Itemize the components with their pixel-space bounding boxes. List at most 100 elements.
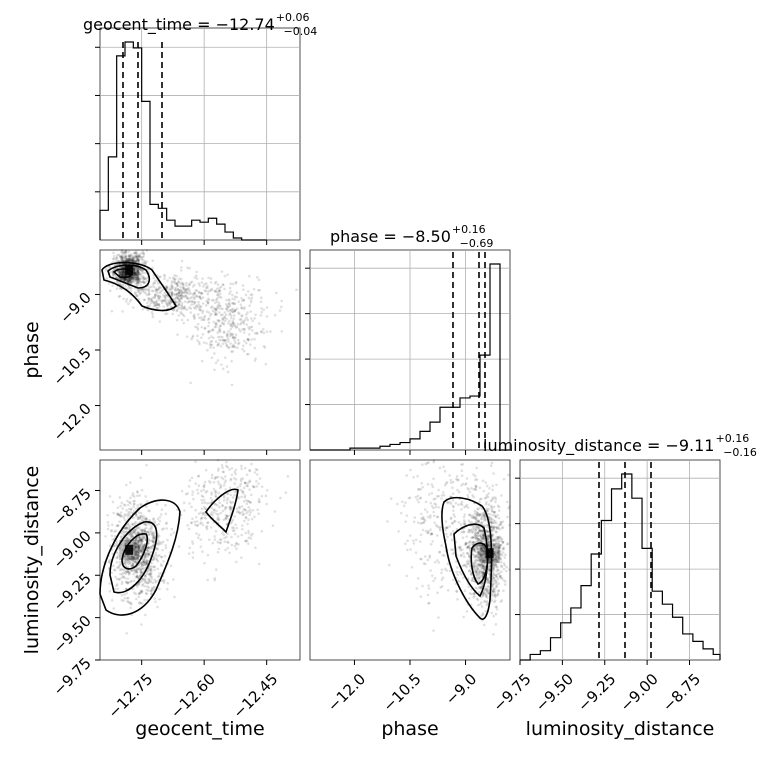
scatter-geocent-time-vs-phase-point: [136, 258, 140, 261]
scatter-phase-vs-luminosity-distance-point: [430, 532, 433, 535]
scatter-phase-vs-luminosity-distance-point: [492, 587, 496, 591]
scatter-phase-vs-luminosity-distance-point: [433, 560, 437, 564]
scatter-geocent-time-vs-phase-point: [135, 277, 138, 281]
scatter-phase-vs-luminosity-distance-point: [470, 541, 474, 545]
scatter-geocent-time-vs-phase-point: [116, 276, 119, 279]
scatter-geocent-time-vs-luminosity-distance-point: [113, 530, 116, 533]
scatter-phase-vs-luminosity-distance-point: [479, 534, 483, 538]
scatter-geocent-time-vs-phase-point: [223, 316, 227, 320]
scatter-phase-vs-luminosity-distance-point: [405, 514, 409, 517]
scatter-geocent-time-vs-luminosity-distance-point: [120, 580, 124, 584]
scatter-phase-vs-luminosity-distance-point: [494, 585, 498, 589]
panel-hist-luminosity-distance: [519, 459, 721, 661]
scatter-geocent-time-vs-luminosity-distance-point: [110, 534, 114, 537]
scatter-geocent-time-vs-luminosity-distance-point: [145, 531, 149, 534]
scatter-geocent-time-vs-luminosity-distance-point: [107, 559, 111, 563]
scatter-geocent-time-vs-luminosity-distance-point: [158, 540, 162, 544]
scatter-geocent-time-vs-phase-point: [125, 258, 129, 261]
scatter-geocent-time-vs-phase-point: [217, 343, 220, 346]
scatter-geocent-time-vs-phase-point: [136, 280, 140, 284]
scatter-geocent-time-vs-luminosity-distance-point: [152, 585, 156, 588]
scatter-geocent-time-vs-phase-point: [201, 311, 204, 315]
scatter-phase-vs-luminosity-distance-point: [465, 503, 469, 507]
scatter-geocent-time-vs-luminosity-distance-point: [133, 570, 136, 574]
scatter-phase-vs-luminosity-distance-point: [427, 602, 430, 605]
scatter-geocent-time-vs-luminosity-distance-point: [138, 516, 141, 520]
scatter-geocent-time-vs-phase-point: [157, 287, 161, 291]
scatter-phase-vs-luminosity-distance-point: [457, 520, 460, 524]
scatter-phase-vs-luminosity-distance-point: [474, 586, 478, 590]
scatter-geocent-time-vs-luminosity-distance-point: [135, 569, 138, 572]
scatter-phase-vs-luminosity-distance-point: [474, 526, 478, 530]
scatter-geocent-time-vs-phase-point: [259, 300, 263, 304]
scatter-geocent-time-vs-luminosity-distance-point: [113, 569, 117, 572]
scatter-geocent-time-vs-luminosity-distance-point: [122, 530, 126, 533]
scatter-phase-vs-luminosity-distance-point: [492, 582, 495, 586]
scatter-phase-vs-luminosity-distance-point: [420, 557, 423, 561]
scatter-phase-vs-luminosity-distance-point: [474, 474, 477, 478]
scatter-geocent-time-vs-phase-point: [177, 314, 181, 317]
scatter-phase-vs-luminosity-distance-point: [481, 573, 484, 577]
scatter-geocent-time-vs-luminosity-distance-point: [233, 493, 236, 497]
scatter-geocent-time-vs-phase-point: [193, 301, 197, 304]
scatter-geocent-time-vs-luminosity-distance-point: [199, 511, 203, 514]
scatter-phase-vs-luminosity-distance-point: [441, 491, 445, 494]
scatter-geocent-time-vs-phase-point: [135, 273, 138, 277]
scatter-phase-vs-luminosity-distance-point: [456, 488, 459, 492]
scatter-geocent-time-vs-phase-point: [176, 284, 180, 287]
scatter-geocent-time-vs-phase-point: [122, 270, 126, 273]
scatter-phase-vs-luminosity-distance-point: [481, 520, 484, 524]
scatter-geocent-time-vs-phase-point: [219, 285, 223, 289]
scatter-geocent-time-vs-luminosity-distance-point: [144, 561, 148, 564]
scatter-phase-vs-luminosity-distance-point: [466, 530, 470, 534]
scatter-geocent-time-vs-luminosity-distance-point: [253, 515, 256, 519]
scatter-geocent-time-vs-luminosity-distance-point: [111, 538, 114, 541]
scatter-geocent-time-vs-luminosity-distance-point: [244, 515, 248, 519]
scatter-geocent-time-vs-phase-point: [242, 349, 246, 353]
scatter-geocent-time-vs-luminosity-distance-point: [126, 581, 130, 585]
scatter-phase-vs-luminosity-distance-point: [471, 576, 474, 580]
scatter-geocent-time-vs-phase-point: [162, 299, 166, 303]
scatter-geocent-time-vs-phase-point: [229, 290, 232, 293]
luminosity-distance-xticklabel-0: −9.75: [490, 670, 535, 715]
scatter-geocent-time-vs-phase-point: [229, 322, 233, 326]
scatter-geocent-time-vs-luminosity-distance-point: [213, 511, 216, 514]
scatter-phase-vs-luminosity-distance-point: [499, 537, 502, 540]
scatter-geocent-time-vs-luminosity-distance-point: [260, 485, 264, 489]
scatter-geocent-time-vs-luminosity-distance-point: [200, 507, 204, 511]
scatter-phase-vs-luminosity-distance-point: [480, 614, 483, 618]
scatter-geocent-time-vs-luminosity-distance-point: [171, 578, 175, 581]
scatter-geocent-time-vs-luminosity-distance-point: [213, 502, 216, 506]
scatter-geocent-time-vs-phase-point: [198, 295, 202, 299]
scatter-geocent-time-vs-luminosity-distance-point: [152, 555, 156, 559]
scatter-geocent-time-vs-phase-point: [151, 266, 154, 270]
scatter-geocent-time-vs-phase-point: [221, 342, 225, 346]
scatter-phase-vs-luminosity-distance-point: [425, 461, 429, 465]
scatter-phase-vs-luminosity-distance-point: [493, 599, 497, 602]
scatter-phase-vs-luminosity-distance-point: [480, 574, 484, 578]
scatter-phase-vs-luminosity-distance-point: [483, 553, 486, 557]
scatter-geocent-time-vs-luminosity-distance-point: [132, 568, 136, 571]
scatter-phase-vs-luminosity-distance-point: [445, 481, 449, 484]
scatter-geocent-time-vs-phase-point: [131, 276, 135, 280]
scatter-geocent-time-vs-phase-point: [147, 293, 151, 296]
scatter-phase-vs-luminosity-distance-point: [495, 558, 498, 562]
scatter-geocent-time-vs-phase-point: [191, 300, 194, 303]
scatter-geocent-time-vs-luminosity-distance-point: [125, 592, 129, 595]
scatter-geocent-time-vs-phase-point: [177, 289, 180, 292]
scatter-geocent-time-vs-phase-point: [240, 321, 243, 325]
scatter-geocent-time-vs-luminosity-distance-point: [191, 540, 194, 543]
scatter-geocent-time-vs-luminosity-distance-point: [120, 594, 124, 597]
scatter-phase-vs-luminosity-distance-point: [471, 530, 474, 534]
scatter-geocent-time-vs-luminosity-distance-point: [129, 501, 132, 505]
scatter-phase-vs-luminosity-distance-point: [438, 527, 442, 530]
scatter-phase-vs-luminosity-distance-point: [502, 567, 506, 571]
scatter-geocent-time-vs-luminosity-distance-point: [214, 490, 218, 493]
scatter-geocent-time-vs-luminosity-distance-point: [229, 507, 233, 510]
scatter-phase-vs-luminosity-distance-point: [488, 569, 491, 573]
scatter-geocent-time-vs-luminosity-distance-point: [148, 522, 151, 526]
scatter-geocent-time-vs-phase-point: [185, 296, 189, 300]
scatter-geocent-time-vs-luminosity-distance-point: [125, 536, 129, 540]
scatter-phase-vs-luminosity-distance-point: [416, 498, 419, 501]
scatter-geocent-time-vs-phase-point: [265, 315, 269, 318]
